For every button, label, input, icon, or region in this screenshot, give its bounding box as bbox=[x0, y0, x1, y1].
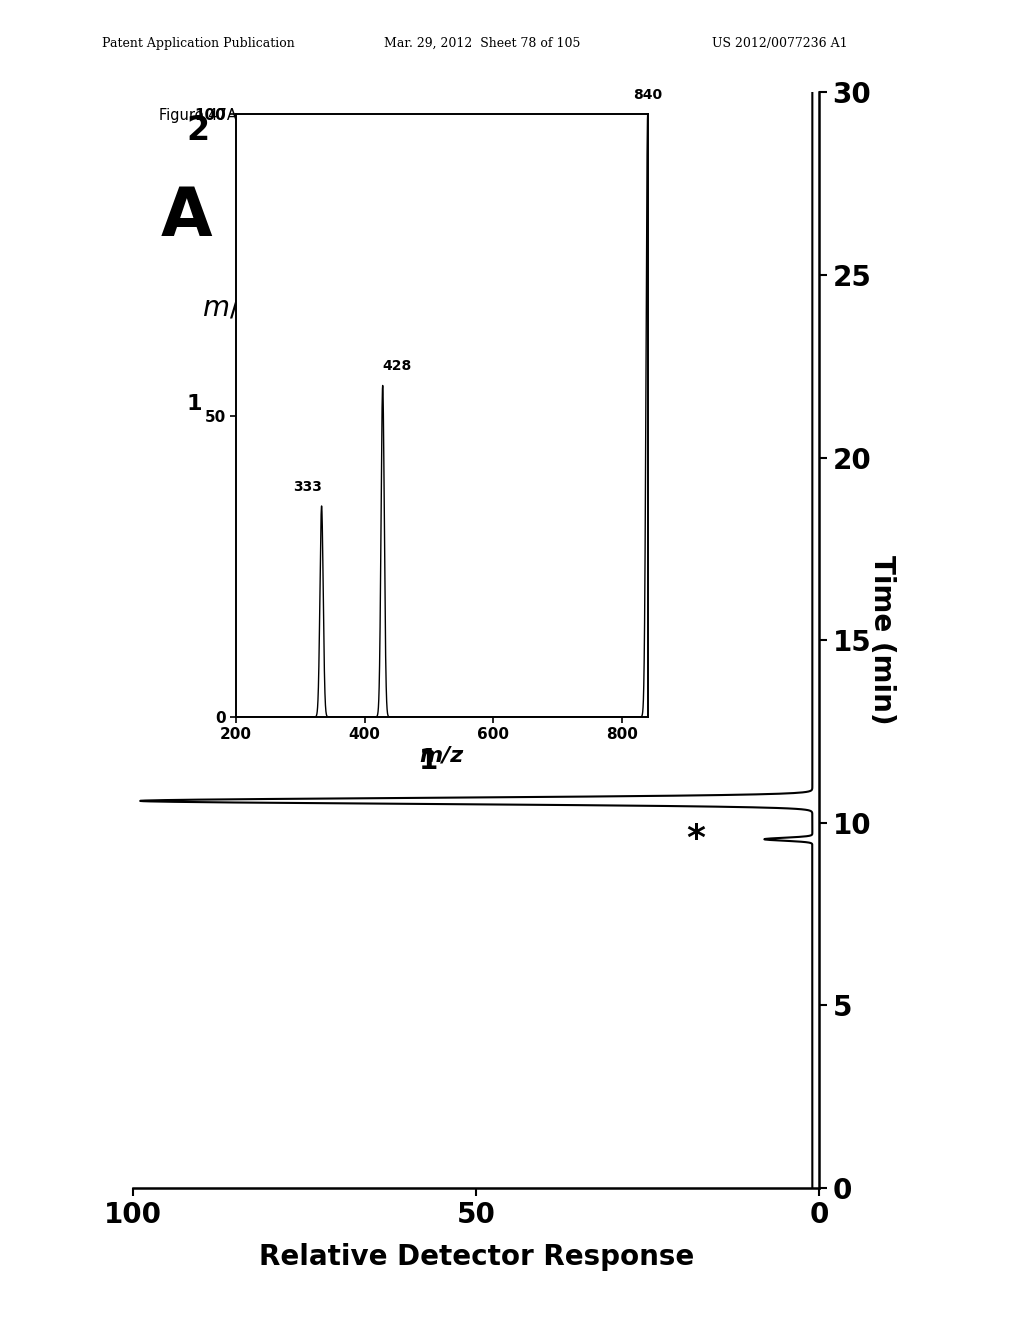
Text: Mar. 29, 2012  Sheet 78 of 105: Mar. 29, 2012 Sheet 78 of 105 bbox=[384, 37, 581, 50]
Text: A: A bbox=[161, 183, 212, 249]
Text: Figure 47A: Figure 47A bbox=[159, 108, 237, 123]
Y-axis label: Time (min): Time (min) bbox=[868, 556, 896, 725]
X-axis label: Relative Detector Response: Relative Detector Response bbox=[258, 1243, 694, 1271]
Text: Patent Application Publication: Patent Application Publication bbox=[102, 37, 295, 50]
Text: $\it{m/z}$ = 840: $\it{m/z}$ = 840 bbox=[202, 293, 354, 321]
Text: *: * bbox=[686, 822, 706, 857]
Text: 1: 1 bbox=[419, 747, 437, 775]
Text: US 2012/0077236 A1: US 2012/0077236 A1 bbox=[712, 37, 847, 50]
